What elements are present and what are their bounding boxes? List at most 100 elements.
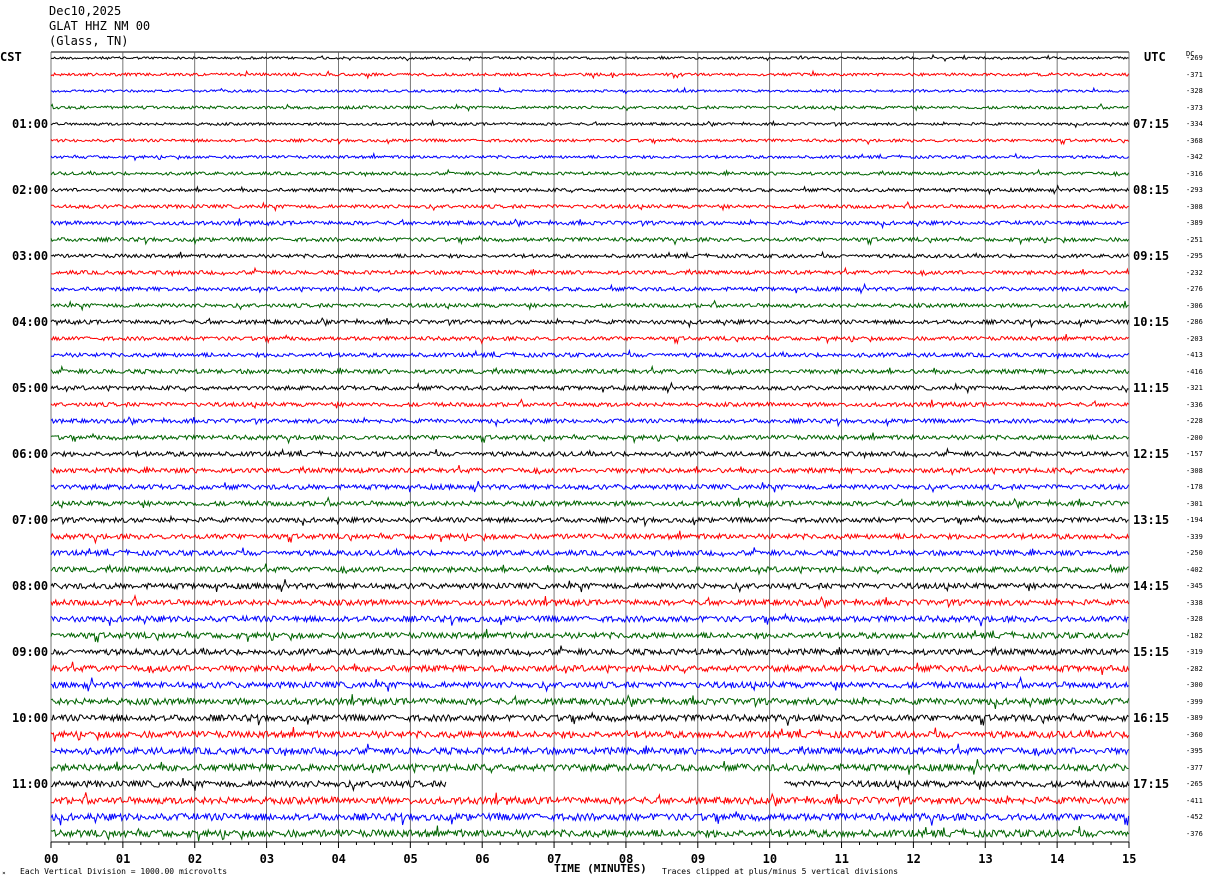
dc-offset-label: -286 (1186, 318, 1203, 326)
dc-offset-label: -178 (1186, 483, 1203, 491)
right-time-label: 08:15 (1133, 183, 1170, 197)
right-time-label: 09:15 (1133, 249, 1170, 263)
x-tick-label: 15 (1122, 852, 1137, 866)
right-timezone-label: UTC (1144, 50, 1166, 64)
trace-row-26 (50, 480, 1130, 494)
left-time-label: 05:00 (12, 381, 49, 395)
dc-offset-label: -321 (1186, 384, 1203, 392)
trace-row-38 (50, 675, 1129, 693)
trace-row-3 (50, 102, 1129, 113)
left-time-label: 02:00 (12, 183, 49, 197)
trace-row-34 (50, 612, 1129, 627)
trace-row-4 (50, 119, 1130, 129)
x-axis (50, 841, 1130, 848)
dc-offset-label: -308 (1186, 202, 1203, 211)
dc-offset-label: -265 (1186, 780, 1203, 788)
x-tick-label: 08 (618, 852, 634, 866)
left-time-label: 03:00 (12, 249, 49, 263)
trace-row-36 (50, 645, 1130, 658)
x-tick-label: 06 (475, 852, 490, 866)
trace-row-0 (50, 53, 1129, 62)
dc-offset-label: -306 (1186, 301, 1203, 310)
dc-offset-label: -376 (1186, 829, 1203, 838)
dc-offset-label: -293 (1186, 186, 1203, 194)
trace-row-22 (50, 416, 1129, 428)
dc-offset-label: -371 (1186, 70, 1203, 79)
right-time-label: 14:15 (1133, 579, 1170, 593)
dc-offset-label: -399 (1186, 697, 1203, 706)
x-tick-label: 09 (690, 852, 706, 866)
dc-offset-label: -416 (1186, 367, 1203, 376)
dc-offset-label: -194 (1186, 516, 1203, 524)
trace-row-24 (50, 447, 1129, 460)
dc-offset-label: -232 (1186, 268, 1203, 277)
dc-offset-label: -338 (1186, 598, 1203, 607)
trace-row-9 (50, 200, 1129, 213)
dc-offset-label: -336 (1186, 400, 1203, 409)
dc-offset-label: -402 (1186, 565, 1203, 574)
trace-row-29 (50, 530, 1130, 545)
clip-note: Traces clipped at plus/minus 5 vertical … (662, 867, 899, 876)
dc-offset-label: -157 (1186, 450, 1203, 458)
right-time-label: 17:15 (1133, 777, 1170, 791)
right-time-label: 12:15 (1133, 447, 1170, 461)
dc-offset-label: -411 (1186, 796, 1203, 805)
trace-row-40 (50, 711, 1129, 726)
trace-row-2 (50, 86, 1130, 95)
trace-row-42 (50, 743, 1130, 757)
dc-offset-label: -360 (1186, 730, 1203, 739)
dc-offset-label: -250 (1186, 549, 1203, 557)
left-time-label: 08:00 (12, 579, 49, 593)
trace-row-37 (50, 661, 1130, 676)
trace-row-12 (50, 250, 1130, 260)
trace-row-18 (50, 348, 1129, 360)
plot-date: Dec10,2025 (49, 4, 122, 18)
trace-row-47 (50, 825, 1130, 842)
trace-row-21 (50, 398, 1129, 410)
left-time-label: 10:00 (12, 711, 49, 725)
left-time-label: 07:00 (12, 513, 49, 527)
dc-offset-label: -300 (1186, 681, 1203, 689)
dc-offset-label: -334 (1186, 120, 1203, 128)
station-code: GLAT HHZ NM 00 (49, 19, 151, 33)
trace-row-6 (50, 151, 1129, 162)
dc-offset-label: -377 (1186, 763, 1203, 772)
right-time-label: 07:15 (1133, 117, 1170, 131)
dc-offset-label: -389 (1186, 714, 1203, 722)
dc-offset-label: -319 (1186, 648, 1203, 656)
x-tick-label: 00 (44, 852, 59, 866)
dc-offset-label: -452 (1186, 813, 1203, 821)
left-timezone-label: CST (0, 50, 22, 64)
dc-offset-label: -368 (1186, 136, 1203, 145)
right-time-label: 13:15 (1133, 513, 1170, 527)
dc-offset-label: -339 (1186, 532, 1203, 541)
left-time-label: 01:00 (12, 117, 49, 131)
trace-row-15 (50, 299, 1129, 312)
dc-offset-label: -413 (1186, 351, 1203, 359)
trace-row-39 (50, 694, 1130, 709)
trace-row-16 (50, 317, 1130, 329)
trace-row-46 (50, 811, 1130, 826)
seismic-traces (50, 53, 1130, 842)
dc-offset-label: -228 (1186, 417, 1203, 425)
dc-offset-label: -251 (1186, 235, 1203, 244)
trace-row-1 (50, 69, 1130, 80)
dc-offset-label: -345 (1186, 582, 1203, 590)
dc-offset-label: -342 (1186, 153, 1203, 161)
trace-row-25 (50, 464, 1129, 477)
dc-offset-label: -373 (1186, 103, 1203, 112)
dc-offset-label: -182 (1186, 631, 1203, 640)
station-location: (Glass, TN) (49, 34, 129, 48)
trace-row-27 (50, 496, 1130, 510)
trace-row-19 (50, 364, 1130, 376)
dc-offset-label: -269 (1186, 54, 1203, 62)
trace-row-13 (50, 266, 1130, 278)
x-tick-label: 05 (403, 852, 418, 866)
dc-offset-label: -328 (1186, 87, 1203, 95)
trace-row-11 (50, 235, 1130, 247)
trace-row-30 (50, 547, 1130, 558)
left-time-label: 04:00 (12, 315, 49, 329)
trace-row-31 (50, 563, 1129, 576)
x-axis-title: TIME (MINUTES) (554, 862, 647, 875)
